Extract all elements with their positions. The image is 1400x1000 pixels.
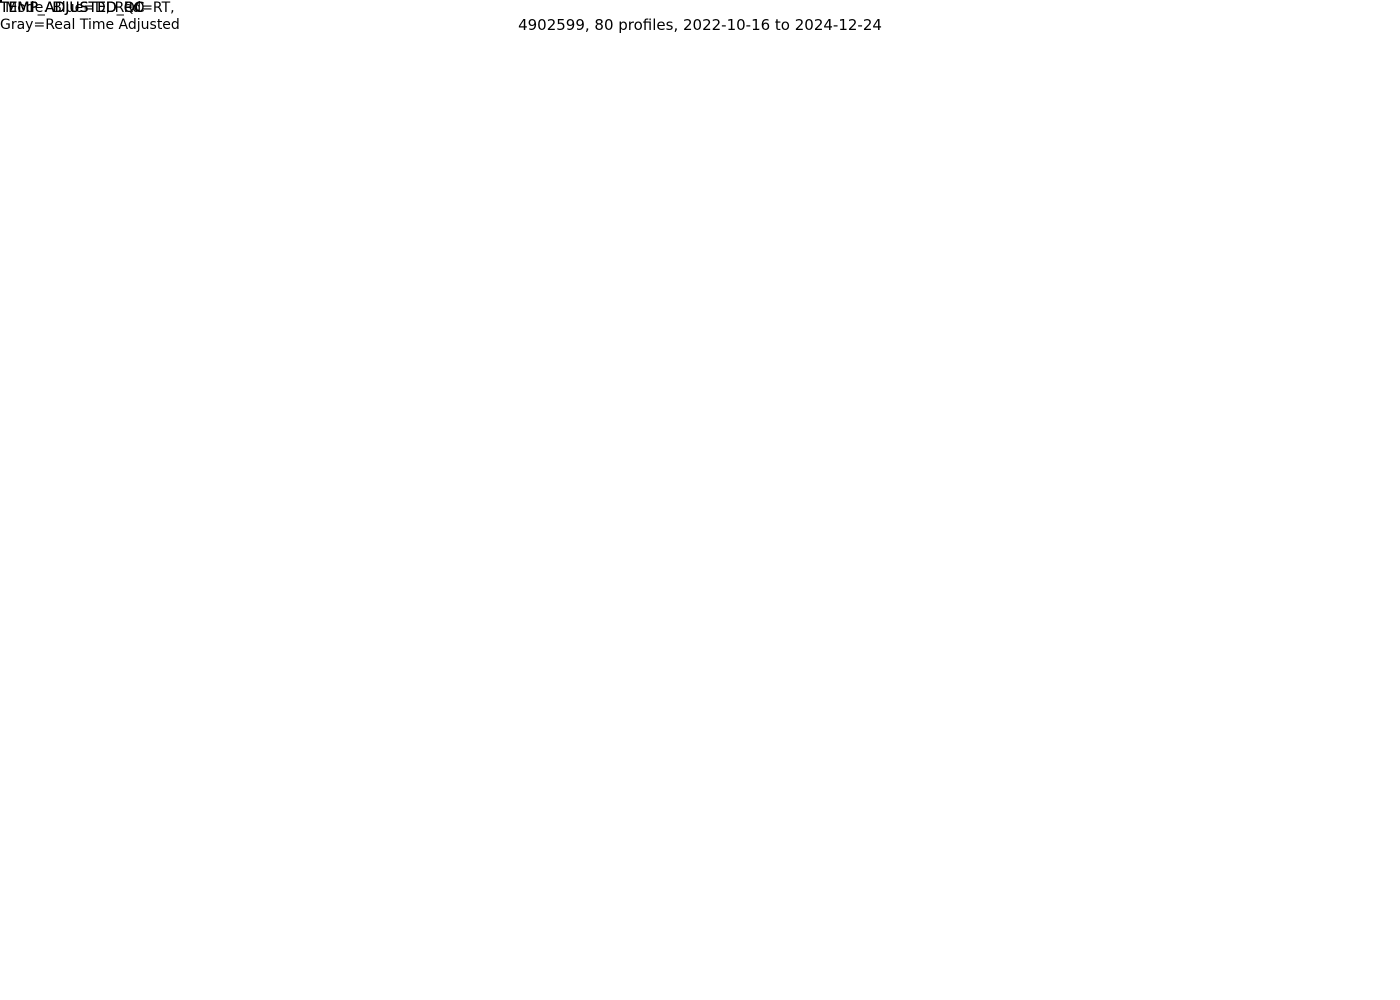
temp-colorbar	[0, 0, 301, 151]
temp-adjusted-ro-axes	[0, 0, 2, 2]
figure-suptitle: 4902599, 80 profiles, 2022-10-16 to 2024…	[518, 16, 882, 34]
temp-colorbar-gradient	[1, 1, 301, 151]
mode-realtime-dotted-line	[1, 1, 301, 151]
